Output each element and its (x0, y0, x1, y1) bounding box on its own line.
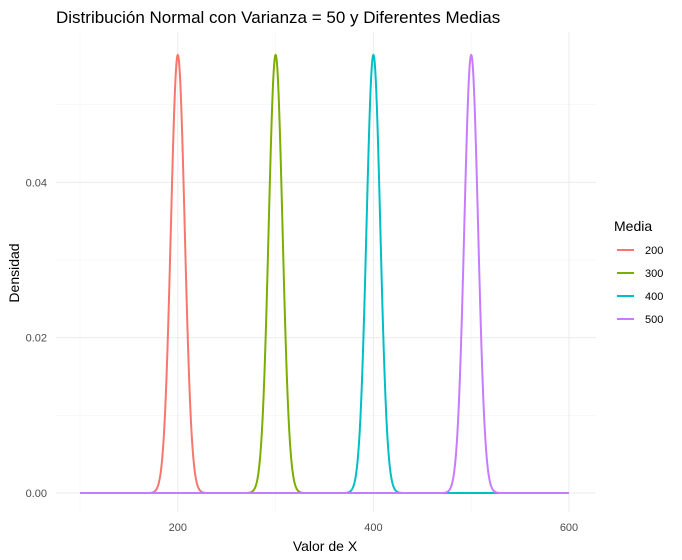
y-axis-ticks: 0.00 0.02 0.04 (26, 177, 47, 500)
series-line-500 (79, 53, 570, 494)
y-tick-label: 0.02 (26, 333, 47, 345)
series-line-200 (79, 53, 570, 494)
grid (56, 32, 596, 512)
legend-title: Media (614, 218, 652, 234)
series-line-300 (79, 53, 570, 494)
legend-label-400: 400 (645, 291, 663, 303)
legend-label-200: 200 (645, 245, 663, 257)
x-axis-title: Valor de X (293, 538, 358, 554)
series-lines (79, 53, 570, 494)
legend-label-300: 300 (645, 268, 663, 280)
series-line-400 (79, 53, 570, 494)
x-tick-label: 600 (560, 522, 578, 534)
y-tick-label: 0.00 (26, 488, 47, 500)
chart-title: Distribución Normal con Varianza = 50 y … (56, 8, 500, 27)
x-tick-label: 200 (169, 522, 187, 534)
legend-label-500: 500 (645, 314, 663, 326)
legend: Media 200 300 400 500 (614, 218, 663, 326)
y-tick-label: 0.04 (26, 177, 47, 189)
x-tick-label: 400 (364, 522, 382, 534)
x-axis-ticks: 200 400 600 (169, 522, 579, 534)
y-axis-title: Densidad (6, 243, 22, 302)
